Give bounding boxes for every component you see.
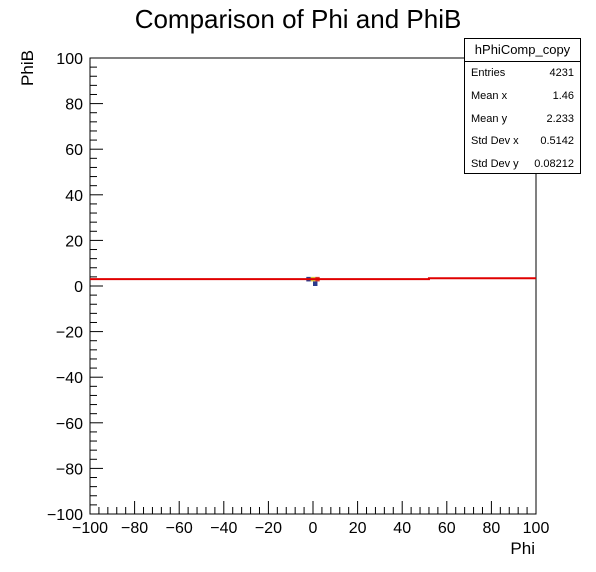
x-tick-label: −80 — [121, 520, 148, 537]
stats-key: Std Dev y — [471, 158, 519, 171]
stats-row-mean-y: Mean y 2.233 — [465, 108, 580, 131]
heatmap-cell — [313, 281, 318, 286]
x-tick-label: 40 — [393, 520, 411, 537]
x-tick-label: 20 — [349, 520, 367, 537]
stats-value: 4231 — [549, 67, 574, 79]
stats-row-std-dev-x: Std Dev x 0.5142 — [465, 130, 580, 153]
x-tick-label: −60 — [166, 520, 193, 537]
y-tick-label: −20 — [56, 325, 83, 342]
series-line — [90, 277, 536, 281]
y-tick-label: −100 — [47, 507, 83, 524]
x-axis-label: Phi — [510, 539, 535, 558]
y-tick-label: −80 — [56, 461, 83, 478]
y-tick-label: −60 — [56, 416, 83, 433]
y-tick-label: 0 — [74, 279, 83, 296]
x-tick-label: 60 — [438, 520, 456, 537]
y-tick-label: 40 — [65, 188, 83, 205]
stats-row-entries: Entries 4231 — [465, 62, 580, 85]
stats-key: Mean y — [471, 112, 508, 125]
stats-row-mean-x: Mean x 1.46 — [465, 85, 580, 108]
stats-key: Mean x — [471, 89, 508, 102]
stats-value: 0.5142 — [540, 135, 574, 148]
chart-title: Comparison of Phi and PhiB — [134, 4, 462, 34]
x-tick-label: −20 — [255, 520, 282, 537]
y-axis-label: PhiB — [17, 50, 37, 86]
y-tick-label: 100 — [56, 51, 83, 68]
x-tick-label: −40 — [210, 520, 237, 537]
stats-value: 1.46 — [552, 89, 574, 102]
x-tick-label: −100 — [72, 520, 108, 537]
y-tick-label: 60 — [65, 142, 83, 159]
y-tick-label: 80 — [65, 97, 83, 114]
y-tick-label: 20 — [65, 233, 83, 250]
x-tick-label: 80 — [483, 520, 501, 537]
stats-row-std-dev-y: Std Dev y 0.08212 — [465, 153, 580, 176]
y-tick-label: −40 — [56, 370, 83, 387]
x-tick-label: 100 — [523, 520, 550, 537]
stats-title: hPhiComp_copy — [465, 39, 580, 62]
stats-key: Std Dev x — [471, 135, 519, 148]
stats-key: Entries — [471, 67, 506, 79]
stats-box: hPhiComp_copy Entries 4231 Mean x 1.46 M… — [464, 38, 581, 174]
stats-value: 0.08212 — [534, 158, 574, 171]
x-tick-label: 0 — [309, 520, 318, 537]
stats-value: 2.233 — [546, 112, 574, 125]
